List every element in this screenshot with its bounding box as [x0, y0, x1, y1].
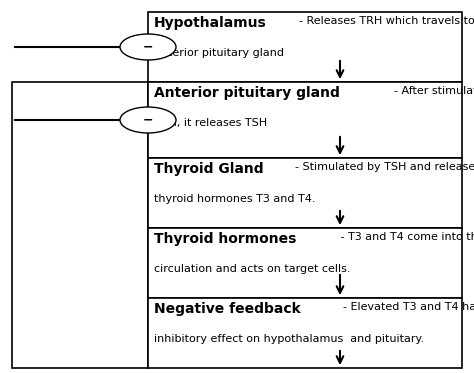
Text: inhibitory effect on hypothalamus  and pituitary.: inhibitory effect on hypothalamus and pi… — [154, 334, 424, 344]
Text: - T3 and T4 come into the: - T3 and T4 come into the — [337, 232, 474, 242]
Text: Anterior pituitary gland: Anterior pituitary gland — [154, 86, 339, 100]
Text: −: − — [143, 113, 153, 126]
Text: TRH, it releases TSH: TRH, it releases TSH — [154, 118, 267, 128]
Text: Hypothalamus: Hypothalamus — [154, 16, 266, 30]
Bar — [148, 228, 462, 298]
Bar — [148, 12, 462, 82]
Bar — [148, 298, 462, 368]
Text: - Stimulated by TSH and releases: - Stimulated by TSH and releases — [295, 162, 474, 172]
Text: Thyroid hormones: Thyroid hormones — [154, 232, 296, 246]
Bar — [12, 82, 148, 368]
Text: thyroid hormones T3 and T4.: thyroid hormones T3 and T4. — [154, 194, 315, 204]
Ellipse shape — [120, 34, 176, 60]
Text: - After stimulation by: - After stimulation by — [393, 86, 474, 96]
Text: circulation and acts on target cells.: circulation and acts on target cells. — [154, 264, 350, 274]
Ellipse shape — [120, 107, 176, 133]
Text: Negative feedback: Negative feedback — [154, 302, 301, 316]
Text: −: − — [143, 41, 153, 53]
Text: anterior pituitary gland: anterior pituitary gland — [154, 48, 283, 58]
Text: - Releases TRH which travels to the: - Releases TRH which travels to the — [299, 16, 474, 26]
Bar — [148, 82, 462, 158]
Text: - Elevated T3 and T4 have: - Elevated T3 and T4 have — [343, 302, 474, 312]
Text: Thyroid Gland: Thyroid Gland — [154, 162, 264, 176]
Bar — [148, 158, 462, 228]
